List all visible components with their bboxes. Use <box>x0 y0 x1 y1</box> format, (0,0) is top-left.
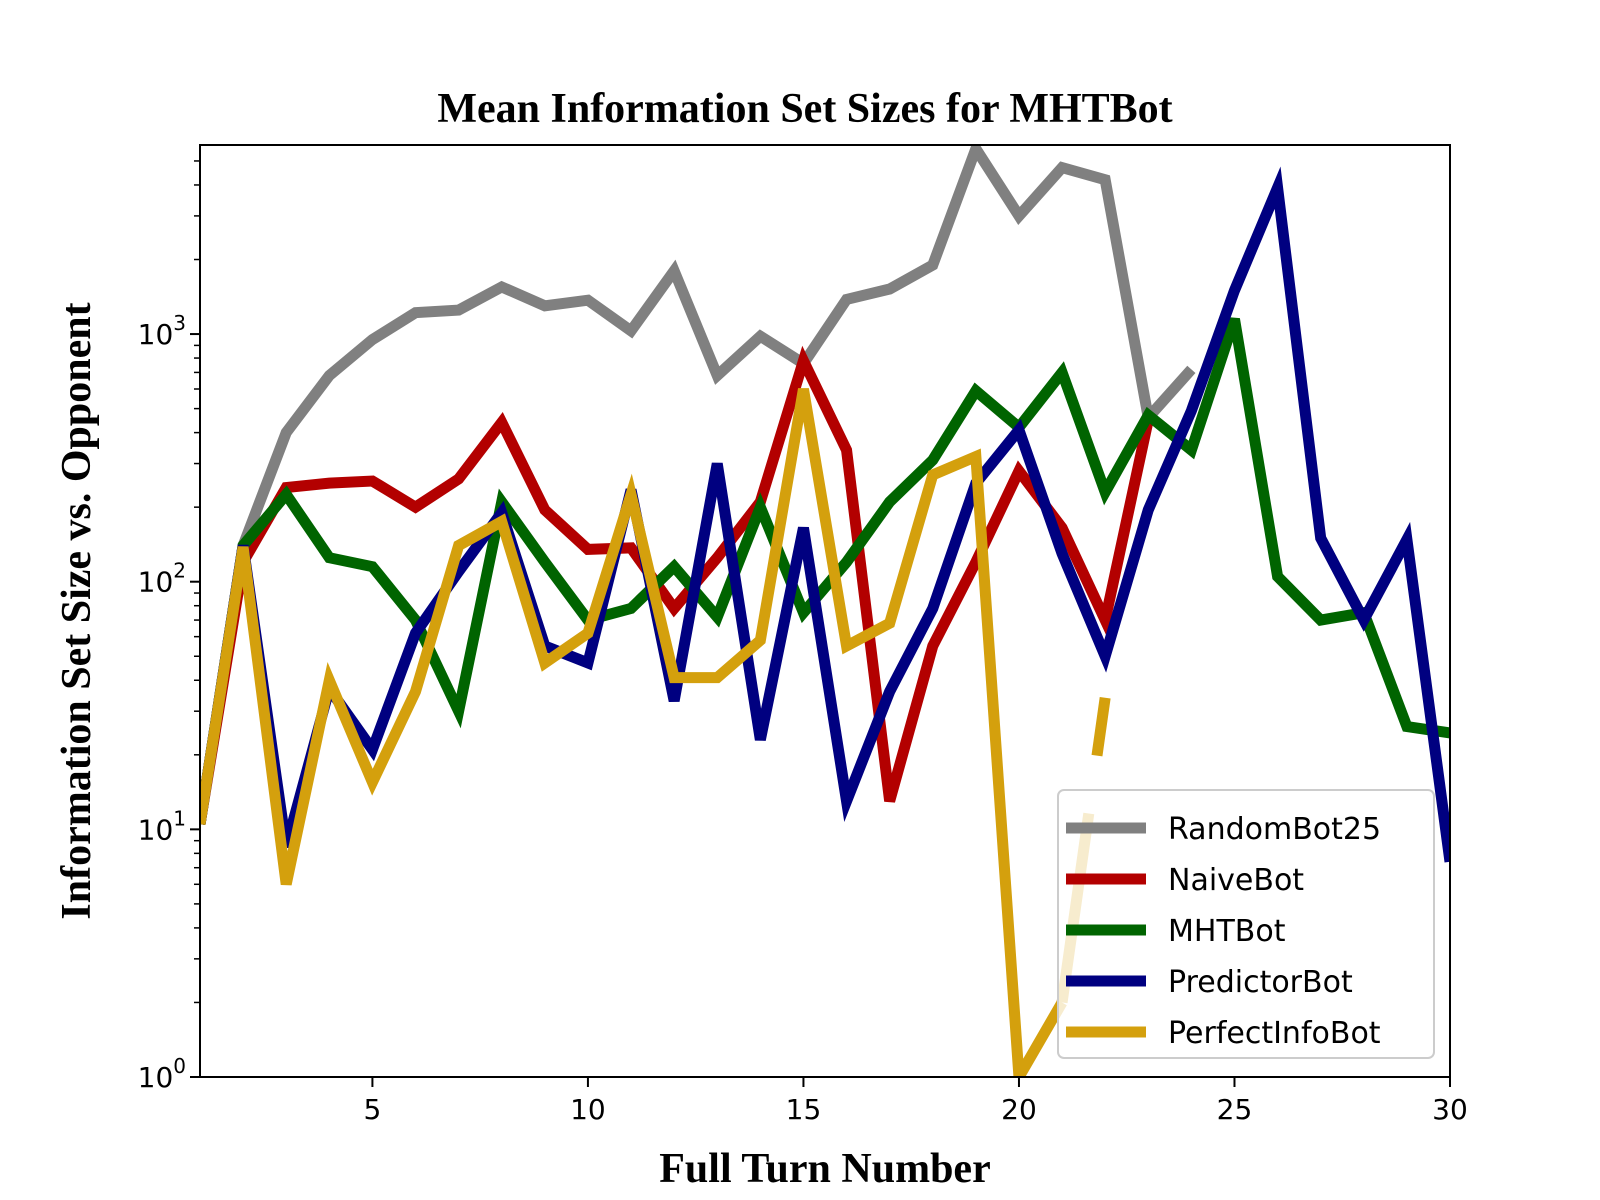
x-tick-label: 30 <box>1432 1093 1468 1126</box>
legend: RandomBot25 NaiveBot MHTBot PredictorBot Per… <box>1057 789 1435 1059</box>
x-tick-label: 25 <box>1217 1093 1253 1126</box>
y-tick-base: 10 <box>138 1061 174 1094</box>
series-line-predictorbot <box>200 166 1450 863</box>
series-line-naivebot <box>200 345 1154 825</box>
series-layer <box>200 145 1450 1077</box>
legend-label: PredictorBot <box>1168 965 1353 1000</box>
x-tick-label: 10 <box>570 1093 606 1126</box>
series-line-perfectinfobot-end <box>1091 696 1111 757</box>
series-line-mhtbot <box>200 317 1450 825</box>
y-tick-label: 101 <box>138 806 186 846</box>
x-tick-label: 15 <box>786 1093 822 1126</box>
y-axis-label: Information Set Size vs. Opponent <box>54 302 100 919</box>
y-tick-label: 103 <box>138 311 186 351</box>
y-tick-label: 100 <box>138 1054 186 1094</box>
y-tick-base: 10 <box>138 813 174 846</box>
y-tick-exponent: 3 <box>173 311 186 335</box>
legend-label: PerfectInfoBot <box>1168 1016 1381 1051</box>
y-tick-exponent: 0 <box>173 1054 186 1078</box>
x-tick-label: 20 <box>1001 1093 1037 1126</box>
plot-frame <box>199 144 1451 1078</box>
x-tick-label: 5 <box>363 1093 381 1126</box>
legend-label: MHTBot <box>1168 914 1286 949</box>
series-line-randombot25 <box>200 145 1196 825</box>
y-tick-label: 102 <box>138 559 186 599</box>
chart-title: Mean Information Set Sizes for MHTBot <box>437 86 1172 132</box>
y-tick-base: 10 <box>138 566 174 599</box>
legend-box <box>1057 789 1435 1059</box>
y-tick-exponent: 1 <box>173 806 186 830</box>
legend-label: NaiveBot <box>1168 863 1304 898</box>
x-axis: 5 10 15 20 25 30 <box>363 1077 1468 1126</box>
y-tick-base: 10 <box>138 318 174 351</box>
series-line-perfectinfobot <box>200 388 1067 1077</box>
x-axis-label: Full Turn Number <box>659 1146 990 1192</box>
y-tick-exponent: 2 <box>173 559 186 583</box>
legend-label: RandomBot25 <box>1168 812 1381 847</box>
